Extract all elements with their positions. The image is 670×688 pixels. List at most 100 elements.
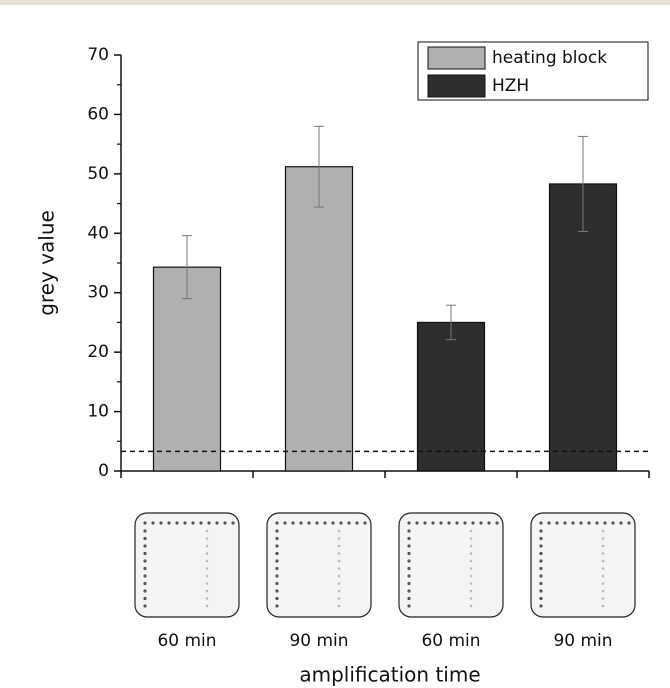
spot (283, 521, 286, 524)
spot (470, 567, 473, 570)
y-axis-label: grey value (35, 210, 59, 316)
spot (470, 575, 473, 578)
spot (183, 521, 186, 524)
x-tick-label: 60 min (157, 631, 216, 651)
spot (275, 529, 278, 532)
spot (602, 575, 605, 578)
spot (627, 521, 630, 524)
spot (431, 521, 434, 524)
spot (275, 597, 278, 600)
spot (602, 582, 605, 585)
spot (143, 529, 146, 532)
y-tick-label: 60 (87, 104, 109, 124)
spot (487, 521, 490, 524)
membrane (399, 513, 503, 617)
spot (470, 560, 473, 563)
spot (539, 567, 542, 570)
spot (159, 521, 162, 524)
spot (223, 521, 226, 524)
spot (407, 567, 410, 570)
y-tick-label: 40 (87, 223, 109, 243)
spot (611, 521, 614, 524)
spot (307, 521, 310, 524)
spot (571, 521, 574, 524)
x-tick-label: 60 min (421, 631, 480, 651)
spot (143, 597, 146, 600)
spot (407, 544, 410, 547)
spot (275, 552, 278, 555)
spot (539, 537, 542, 540)
spot (275, 582, 278, 585)
spot (470, 552, 473, 555)
spot (215, 521, 218, 524)
spot (275, 544, 278, 547)
spot (191, 521, 194, 524)
spot (347, 521, 350, 524)
page: {"chart_data": {"type": "bar", "y_label"… (0, 0, 670, 688)
spot (275, 574, 278, 577)
spot (415, 521, 418, 524)
spot (275, 589, 278, 592)
y-tick-label: 10 (87, 402, 109, 422)
spot (143, 604, 146, 607)
spot (275, 537, 278, 540)
x-tick-label: 90 min (289, 631, 348, 651)
spot (439, 521, 442, 524)
spot (470, 590, 473, 593)
spot (619, 521, 622, 524)
spot (151, 521, 154, 524)
spot (143, 574, 146, 577)
spot (331, 521, 334, 524)
spot (355, 521, 358, 524)
spot (407, 574, 410, 577)
bar (286, 167, 353, 471)
spot (539, 552, 542, 555)
spot (206, 537, 209, 540)
membrane (135, 513, 239, 617)
spot (470, 582, 473, 585)
spot (455, 521, 458, 524)
spot (602, 597, 605, 600)
y-tick-label: 70 (87, 45, 109, 65)
spot (602, 552, 605, 555)
spot (547, 521, 550, 524)
spot (338, 605, 341, 608)
spot (479, 521, 482, 524)
spot (339, 521, 342, 524)
spot (602, 560, 605, 563)
spot (539, 604, 542, 607)
spot (539, 544, 542, 547)
y-tick-label: 0 (98, 461, 109, 481)
spot (602, 590, 605, 593)
spot (143, 521, 146, 524)
spot (315, 521, 318, 524)
spot (206, 605, 209, 608)
spot (338, 590, 341, 593)
spot (471, 521, 474, 524)
spot (338, 552, 341, 555)
spot (275, 559, 278, 562)
spot (363, 521, 366, 524)
spot (323, 521, 326, 524)
spot (470, 597, 473, 600)
y-tick-label: 20 (87, 342, 109, 362)
spot (143, 589, 146, 592)
bar (418, 322, 485, 471)
spot (143, 544, 146, 547)
spot (407, 582, 410, 585)
spot (602, 605, 605, 608)
spot (539, 597, 542, 600)
spot (175, 521, 178, 524)
spot (338, 582, 341, 585)
spot (338, 530, 341, 533)
legend-label: HZH (492, 76, 529, 96)
spot (470, 530, 473, 533)
y-tick-label: 50 (87, 164, 109, 184)
spot (199, 521, 202, 524)
membrane (267, 513, 371, 617)
spot (555, 521, 558, 524)
spot (539, 582, 542, 585)
membrane-images (135, 513, 635, 617)
spot (579, 521, 582, 524)
spot (143, 552, 146, 555)
